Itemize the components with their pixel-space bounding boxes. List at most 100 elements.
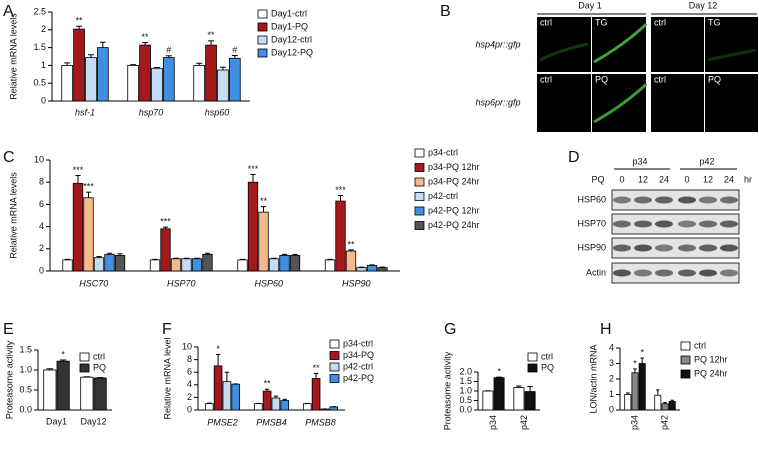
bar <box>247 181 259 272</box>
bar <box>93 257 105 272</box>
legend-label: Day12-ctrl <box>271 34 312 44</box>
legend-swatch <box>329 351 340 360</box>
blot-band <box>655 269 673 277</box>
bar <box>62 259 73 272</box>
gfp-signal <box>539 42 589 62</box>
cell-label: PQ <box>595 74 608 84</box>
bar <box>231 383 241 411</box>
legend-swatch <box>414 192 425 201</box>
blot-band <box>655 196 673 204</box>
x-tick-label: hsp70 <box>139 107 164 117</box>
significance: ** <box>76 16 84 26</box>
micrograph <box>651 74 704 132</box>
unit-label: hr <box>744 174 752 184</box>
bar <box>83 197 94 272</box>
cell-label: TG <box>595 17 608 27</box>
legend-label: ctrl <box>93 351 105 361</box>
legend-label: p42-PQ 12hr <box>428 205 480 215</box>
blot-band <box>678 244 696 252</box>
blot-band <box>699 269 717 277</box>
legend-swatch <box>414 221 425 230</box>
cell-label: ctrl <box>654 17 666 27</box>
y-tick-label: 0.5 <box>459 395 472 405</box>
y-tick-label: 1.5 <box>19 344 32 354</box>
legend-label: ctrl <box>541 351 553 361</box>
blot-band <box>613 244 631 252</box>
legend-label: p34-ctrl <box>343 338 373 348</box>
legend-label: p42-ctrl <box>343 361 373 371</box>
significance: ** <box>208 30 216 40</box>
blot-band <box>720 269 738 277</box>
legend-swatch <box>329 374 340 383</box>
legend-label: p42-PQ 24hr <box>428 220 480 230</box>
legend-swatch <box>257 22 268 32</box>
band-label: HSP90 <box>577 242 606 252</box>
group-label: p42 <box>699 156 714 166</box>
micrograph <box>537 74 591 132</box>
y-tick-label: 2 <box>41 24 46 34</box>
bar <box>96 47 109 102</box>
significance: *** <box>335 185 346 195</box>
blot-band <box>634 220 652 228</box>
y-tick-label: 2.5 <box>33 6 46 16</box>
bar <box>114 255 126 272</box>
cell-label: PQ <box>708 74 721 84</box>
bar <box>624 394 632 411</box>
bar <box>271 397 281 411</box>
y-tick-label: 2 <box>187 392 192 402</box>
cell-label: ctrl <box>654 74 666 84</box>
x-tick-label: HSP60 <box>254 278 283 288</box>
legend-label: Day1-PQ <box>271 21 308 31</box>
cell-label: TG <box>708 17 721 27</box>
bar <box>193 65 206 102</box>
bar <box>279 255 290 272</box>
panel-letter: G <box>444 321 456 338</box>
gfp-signal <box>593 23 648 64</box>
row-label: hsp4pr::gfp <box>475 39 520 49</box>
legend-swatch <box>329 339 340 349</box>
y-tick-label: 1.5 <box>459 376 472 386</box>
lane-label: 24 <box>724 174 734 184</box>
x-tick-label: hsf-1 <box>75 107 95 117</box>
y-axis-label: Proteasome activity <box>442 351 452 430</box>
y-tick-label: 0 <box>609 404 614 414</box>
blot-band <box>699 244 717 252</box>
bar <box>213 365 223 411</box>
micrograph <box>705 17 758 72</box>
significance: * <box>633 358 637 368</box>
bar <box>202 253 213 272</box>
blot-band <box>699 220 717 228</box>
blot-band <box>634 244 652 252</box>
panel-letter: F <box>162 321 172 338</box>
legend-label: Day12-PQ <box>271 47 313 57</box>
bar <box>253 403 263 411</box>
significance: ** <box>347 239 355 249</box>
legend-label: PQ 12hr <box>694 354 728 364</box>
bar <box>222 381 232 411</box>
y-tick-label: 8 <box>187 354 192 364</box>
y-axis-label: Proteasome activity <box>4 340 14 419</box>
panel-letter: A <box>3 3 14 20</box>
blot-band <box>699 196 717 204</box>
lane-label: 0 <box>684 174 689 184</box>
band-label: Actin <box>586 267 606 277</box>
bar <box>262 390 272 411</box>
bar <box>205 44 217 102</box>
bar <box>329 406 339 411</box>
bar <box>280 400 290 411</box>
significance: *** <box>73 165 84 175</box>
y-tick-label: 2 <box>39 243 44 253</box>
blot-band <box>720 220 738 228</box>
chart: G Proteasome activity 0.00.51.01.52.0 p34 * p… <box>442 321 554 430</box>
x-tick-label: Day12 <box>80 416 106 426</box>
legend-swatch <box>329 362 340 372</box>
lane-label: 12 <box>703 174 713 184</box>
lane-label: 0 <box>619 174 624 184</box>
bar <box>139 44 151 102</box>
panel-letter: C <box>3 149 15 166</box>
panel-letter: H <box>600 321 612 338</box>
significance: *** <box>160 217 171 227</box>
legend-label: p42-PQ <box>343 373 374 383</box>
column-label: Day 12 <box>689 0 718 10</box>
